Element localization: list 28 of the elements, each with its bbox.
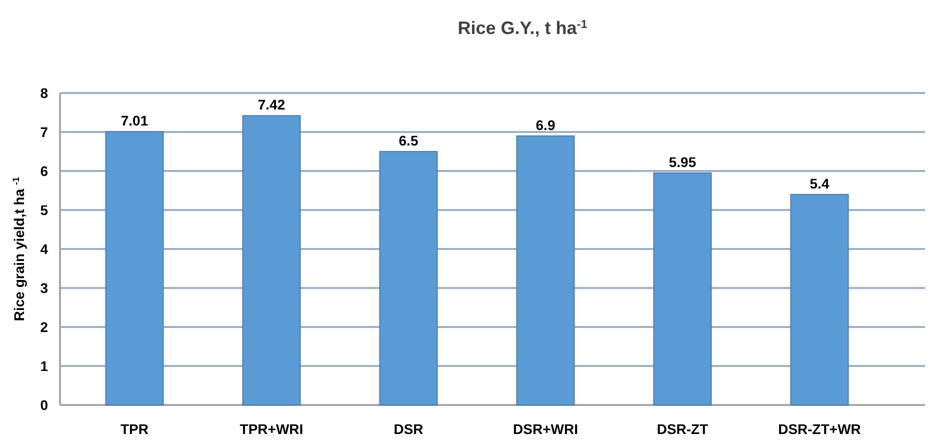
bar — [790, 194, 849, 406]
y-tick-label: 1 — [40, 358, 48, 374]
y-tick-label: 5 — [40, 202, 48, 218]
x-tick-label: DSR-ZT+WR — [778, 421, 861, 437]
bar — [516, 135, 575, 406]
y-tick-label: 0 — [40, 396, 48, 413]
y-tick-label: 4 — [40, 240, 48, 257]
data-label: 6.9 — [536, 116, 556, 133]
x-tick-label: DSR+WRI — [513, 421, 578, 437]
data-label: 5.4 — [810, 175, 830, 192]
y-tick-label: 6 — [40, 162, 48, 179]
x-tick-label: DSR-ZT — [656, 421, 709, 437]
y-tick-label: 2 — [40, 318, 48, 335]
chart-title: Rice G.Y., t ha$^{-1}$ — [458, 18, 588, 38]
x-tick-label: TPR+WRI — [240, 421, 304, 437]
x-tick-label: TPR — [120, 421, 148, 437]
data-label: 5.95 — [668, 154, 696, 170]
y-tick-label: 7 — [40, 124, 48, 140]
x-tick-label: DSR — [394, 421, 424, 437]
bar — [105, 131, 164, 406]
data-label: 7.42 — [258, 96, 286, 113]
y-tick-label: 8 — [40, 84, 48, 101]
y-tick-label: 3 — [40, 280, 48, 296]
bar — [379, 151, 438, 406]
bar — [242, 115, 301, 406]
bar — [653, 172, 712, 406]
data-label: 6.5 — [398, 132, 418, 148]
data-label: 7.01 — [120, 112, 148, 129]
